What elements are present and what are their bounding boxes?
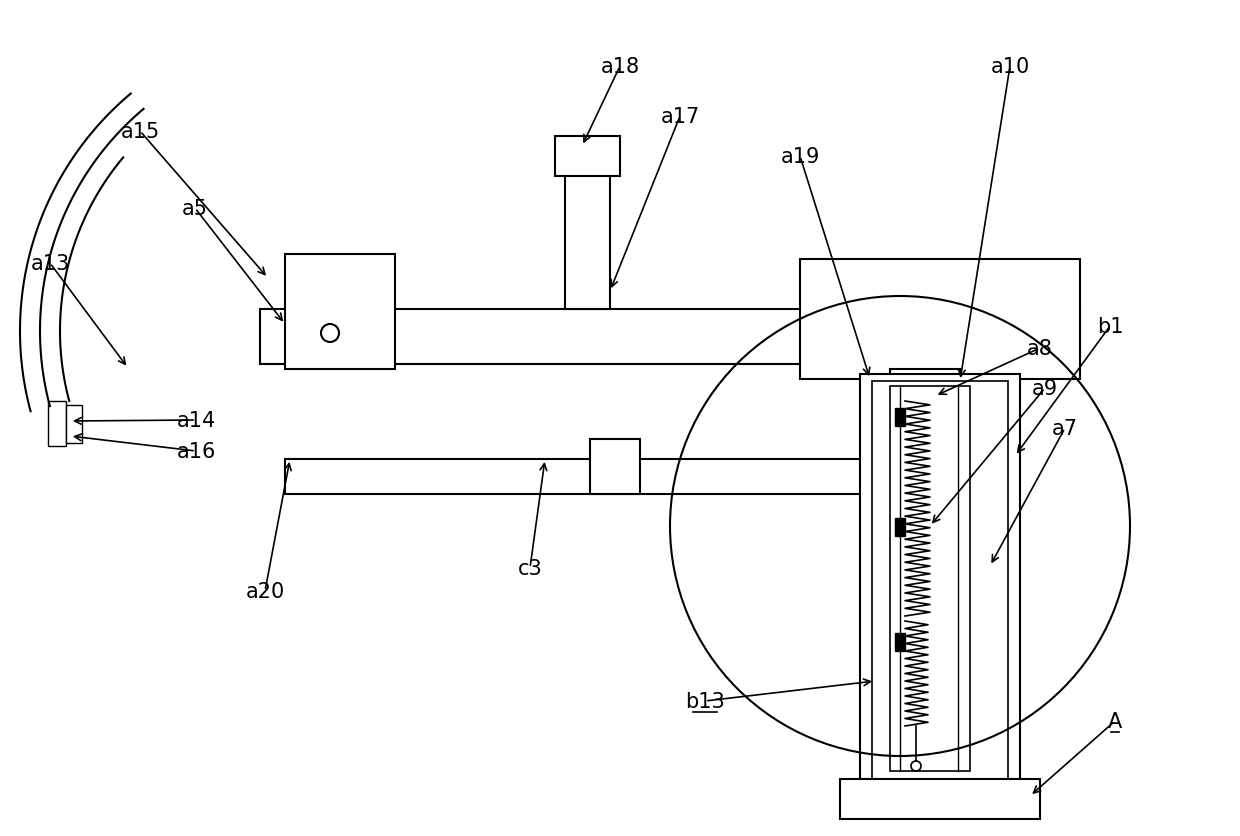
Bar — [800, 260, 1080, 380]
Text: a20: a20 — [246, 581, 285, 601]
Text: b1: b1 — [1096, 317, 1123, 337]
Bar — [895, 633, 905, 651]
Text: b13: b13 — [686, 691, 725, 711]
Bar — [895, 518, 905, 537]
Bar — [260, 309, 1080, 364]
Bar — [48, 401, 66, 446]
Bar — [890, 386, 970, 771]
Text: a8: a8 — [1027, 339, 1053, 359]
Text: a5: a5 — [182, 199, 208, 219]
Text: a19: a19 — [780, 147, 820, 167]
Text: a14: a14 — [176, 410, 216, 431]
Bar — [872, 381, 1008, 781]
Bar — [556, 137, 620, 176]
Bar — [66, 405, 82, 443]
Bar — [590, 440, 640, 494]
Bar — [565, 175, 610, 309]
Text: a13: a13 — [30, 253, 69, 273]
Text: a18: a18 — [600, 57, 640, 77]
Text: A: A — [1107, 711, 1122, 732]
Bar — [861, 375, 1021, 789]
Text: a10: a10 — [991, 57, 1029, 77]
Bar — [890, 370, 960, 489]
Text: a17: a17 — [661, 107, 699, 127]
Bar — [285, 255, 396, 370]
Bar — [839, 779, 1040, 819]
Text: a9: a9 — [1032, 379, 1058, 399]
Text: a16: a16 — [176, 441, 216, 461]
Bar — [895, 409, 905, 426]
Text: c3: c3 — [517, 558, 542, 579]
Text: a15: a15 — [120, 122, 160, 142]
Text: a7: a7 — [1052, 419, 1078, 438]
Bar — [285, 460, 920, 494]
